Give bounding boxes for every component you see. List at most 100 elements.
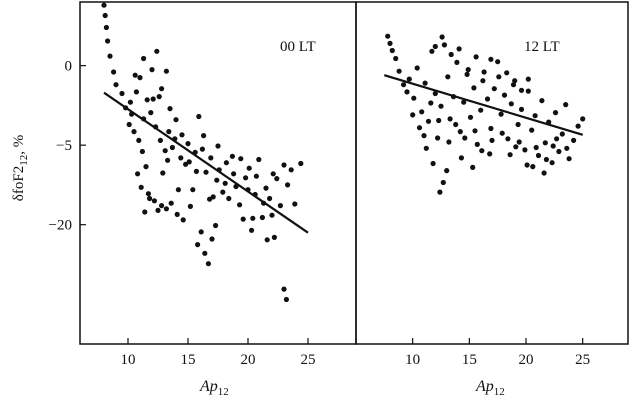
x-tick-label: 15 <box>462 352 477 368</box>
data-point <box>186 159 192 165</box>
data-point <box>179 132 185 138</box>
data-point <box>441 42 447 48</box>
panel-1-marks <box>101 2 309 303</box>
data-point <box>107 53 113 59</box>
data-point <box>541 170 547 176</box>
data-point <box>274 176 280 182</box>
data-point <box>539 98 545 104</box>
panel-2-frame <box>355 1 629 345</box>
data-point <box>270 171 276 177</box>
data-point <box>467 114 474 120</box>
data-point <box>571 137 577 143</box>
y-axis-title-main: δfoF2 <box>11 166 27 201</box>
panel-2-x-axis-title-main: Ap <box>475 378 494 395</box>
data-point <box>406 76 412 82</box>
data-point <box>229 153 235 159</box>
data-point <box>165 157 171 163</box>
data-point <box>446 139 452 145</box>
data-point <box>495 59 501 65</box>
data-point <box>201 133 207 139</box>
data-point <box>542 140 548 146</box>
data-point <box>501 92 508 98</box>
data-point <box>432 90 438 97</box>
data-point <box>285 182 291 188</box>
data-point <box>199 146 205 152</box>
data-point <box>243 175 249 181</box>
data-point <box>435 135 441 141</box>
data-point <box>385 33 391 39</box>
data-point <box>564 145 570 151</box>
data-point <box>111 69 117 75</box>
data-point <box>198 229 204 235</box>
data-point <box>264 237 270 243</box>
data-point <box>505 136 511 142</box>
data-point <box>508 101 514 107</box>
data-point <box>168 200 174 206</box>
data-point <box>149 67 155 73</box>
data-point <box>512 78 518 84</box>
data-point <box>238 156 244 162</box>
data-point <box>518 106 525 112</box>
panel-2-x-axis-title: Ap12 <box>475 378 505 398</box>
data-point <box>131 129 137 135</box>
data-point <box>185 141 191 147</box>
data-point <box>162 148 168 154</box>
data-point <box>135 171 141 177</box>
data-point <box>240 216 246 222</box>
data-point <box>484 96 491 102</box>
data-point <box>292 201 298 207</box>
data-point <box>203 169 209 175</box>
y-tick-label: −5 <box>56 138 72 154</box>
data-point <box>425 118 432 124</box>
data-point <box>156 94 162 100</box>
data-point <box>277 203 283 209</box>
panel-1-ticks: 10 15 20 25 0 −5 −20 <box>49 59 316 368</box>
data-point <box>439 34 445 40</box>
data-point <box>470 164 476 170</box>
data-point <box>554 136 560 142</box>
y-axis-title-sub: 12 <box>18 155 30 166</box>
data-point <box>438 103 444 109</box>
data-point <box>249 227 255 233</box>
data-point <box>209 236 215 242</box>
data-point <box>580 116 586 122</box>
data-point <box>187 203 193 209</box>
data-point <box>159 86 165 92</box>
data-point <box>498 111 504 117</box>
data-point <box>529 127 535 133</box>
data-point <box>480 78 486 84</box>
y-tick-label: −20 <box>49 218 72 234</box>
data-point <box>143 164 149 170</box>
data-point <box>253 173 259 179</box>
data-point <box>488 125 494 132</box>
data-point <box>389 47 395 54</box>
data-point <box>141 55 147 62</box>
data-point <box>479 148 485 154</box>
data-point <box>472 128 478 134</box>
data-point <box>132 72 138 78</box>
data-point <box>421 133 427 139</box>
data-point <box>196 113 202 120</box>
data-point <box>515 121 521 128</box>
data-point <box>283 296 289 303</box>
data-point <box>163 68 169 74</box>
data-point <box>166 129 172 135</box>
data-point <box>559 131 565 137</box>
data-point <box>448 51 454 58</box>
data-point <box>101 2 107 8</box>
data-point <box>507 152 513 158</box>
data-point <box>496 74 502 80</box>
data-point <box>223 160 229 166</box>
panel-2-ticks: 10 15 20 25 <box>405 338 590 368</box>
data-point <box>269 212 275 218</box>
data-point <box>566 156 572 162</box>
data-point <box>419 109 425 115</box>
panel-1: 10 15 20 25 0 −5 −20 00 LT <box>49 1 357 368</box>
data-point <box>410 112 416 118</box>
data-point <box>563 102 569 108</box>
data-point <box>173 117 179 123</box>
data-point <box>256 156 262 163</box>
data-point <box>464 71 470 77</box>
data-point <box>281 162 287 168</box>
y-axis-title-suffix: , % <box>11 135 27 155</box>
